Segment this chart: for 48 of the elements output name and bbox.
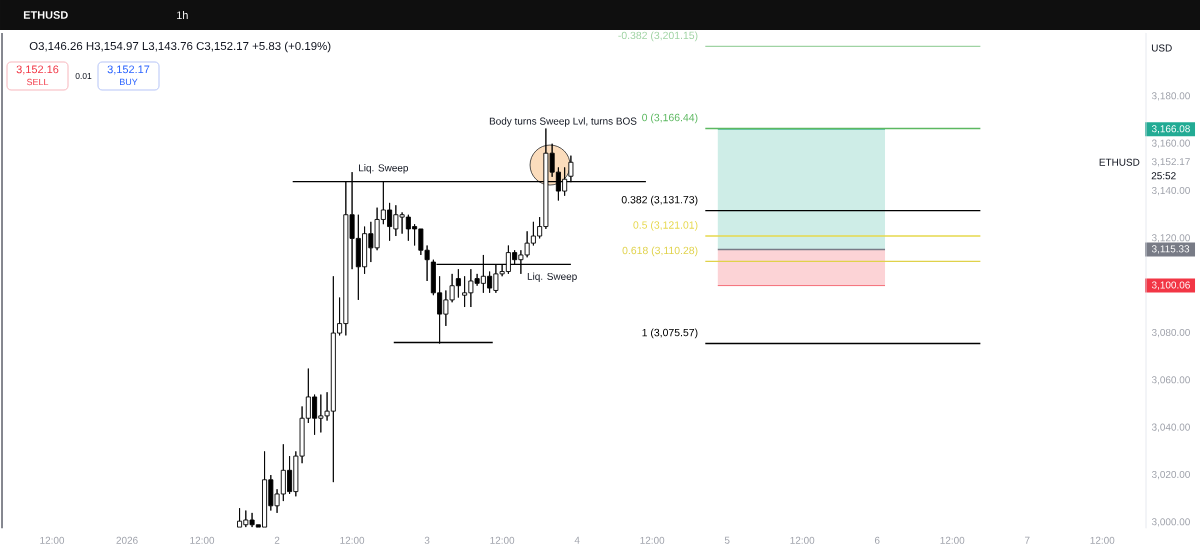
y-tick-label: 3,115.33 xyxy=(1151,245,1190,254)
annotation: 3,152.17 xyxy=(107,65,150,75)
x-tick-label: 12:00 xyxy=(790,536,815,544)
y-tick-label: 3,140.00 xyxy=(1151,186,1190,196)
y-tick-label: 3,040.00 xyxy=(1151,423,1190,432)
text: 25:52 xyxy=(1151,172,1176,180)
series-label: -0.382 (3,201.15) xyxy=(618,31,698,42)
x-tick-label: 2 xyxy=(274,536,280,544)
y-tick-label: 3,152.17 xyxy=(1151,158,1190,167)
chart-subtitle: 1h xyxy=(177,11,188,19)
x-tick-label: 12:00 xyxy=(340,536,365,544)
y-tick-label: 3,166.08 xyxy=(1151,125,1190,134)
y-tick-label: 3,060.00 xyxy=(1151,376,1190,385)
annotation: O3,146.26 H3,154.97 L3,143.76 C3,152.17 +5.83 (+0.19%) xyxy=(29,41,331,53)
annotation: Liq. Sweep xyxy=(359,164,409,174)
series-label: 0.618 (3,110.28) xyxy=(622,246,698,257)
x-tick-label: 5 xyxy=(724,536,730,544)
annotation: ETHUSD xyxy=(1099,158,1140,166)
x-tick-label: 2026 xyxy=(116,536,138,544)
series-label: 0 (3,166.44) xyxy=(642,113,698,124)
chart-title: ETHUSD xyxy=(23,11,68,19)
series-label: 1 (3,075.57) xyxy=(642,328,698,339)
x-tick-label: 12:00 xyxy=(40,536,65,544)
y-tick-label: 3,180.00 xyxy=(1151,92,1190,101)
x-tick-label: 6 xyxy=(874,536,880,544)
y-tick-label: 3,160.00 xyxy=(1151,139,1190,148)
annotation: SELL xyxy=(26,78,49,86)
annotation: Liq. Sweep xyxy=(527,272,577,282)
annotation: 0.01 xyxy=(75,73,92,79)
x-tick-label: 12:00 xyxy=(190,536,215,544)
x-tick-label: 12:00 xyxy=(940,536,965,544)
x-tick-label: 12:00 xyxy=(490,536,515,544)
y-tick-label: 3,120.00 xyxy=(1151,234,1190,243)
x-tick-label: 3 xyxy=(424,536,430,544)
y-tick-label: 3,020.00 xyxy=(1151,470,1190,480)
x-tick-label: 12:00 xyxy=(640,536,665,544)
y-tick-label: 3,080.00 xyxy=(1151,328,1190,338)
y-tick-label: 3,100.06 xyxy=(1151,281,1190,290)
y-tick-label: 3,000.00 xyxy=(1151,518,1190,527)
y-axis-title: USD xyxy=(1151,44,1172,52)
series-label: 0.5 (3,121.01) xyxy=(633,221,698,231)
x-tick-label: 4 xyxy=(574,536,580,544)
x-tick-label: 7 xyxy=(1024,536,1030,544)
annotation: BUY xyxy=(120,78,138,86)
series-label: 0.382 (3,131.73) xyxy=(621,195,698,206)
annotation: 3,152.16 xyxy=(16,65,59,75)
x-tick-label: 12:00 xyxy=(1090,536,1115,544)
annotation: Body turns Sweep Lvl, turns BOS xyxy=(489,117,637,127)
